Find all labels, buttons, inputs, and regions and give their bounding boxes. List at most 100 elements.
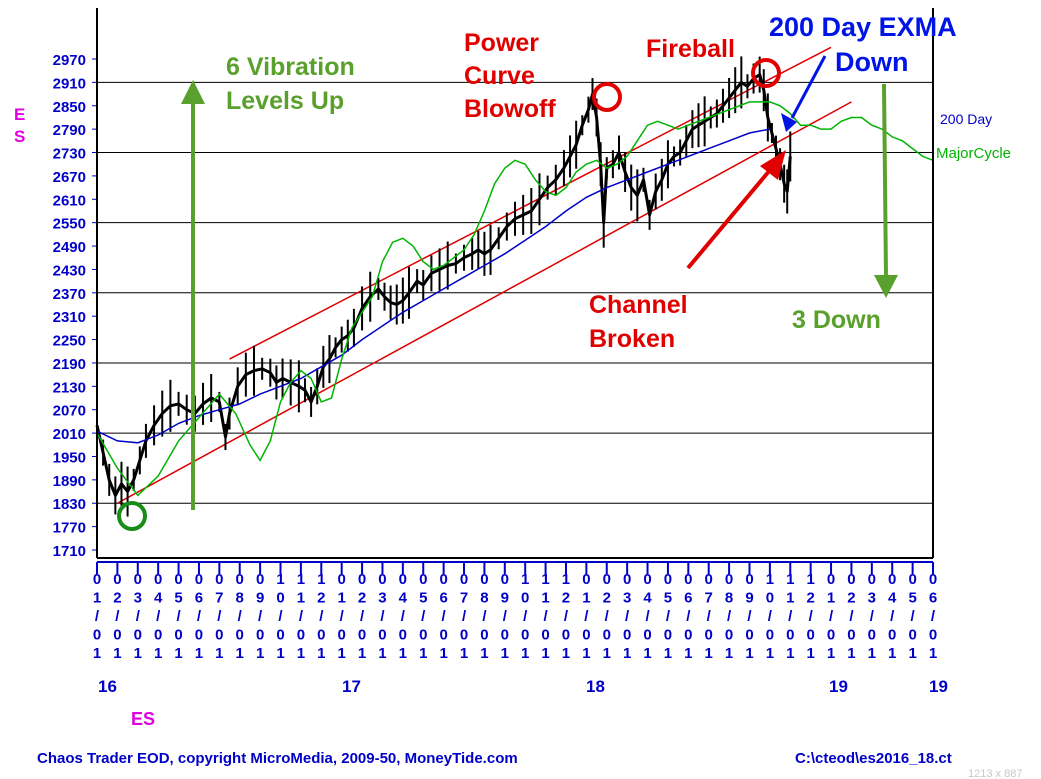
x-tick-label: 1 0/0 1 [766, 571, 774, 662]
y-tick-label: 2190 [53, 356, 86, 373]
x-tick-label: 0 5/0 1 [419, 571, 427, 662]
channel-broken-annotation-line2: Broken [589, 325, 675, 353]
y-tick-label: 1950 [53, 449, 86, 466]
x-tick-label: 0 7/0 1 [705, 571, 713, 662]
three-down-arrow [874, 83, 898, 298]
grid-lines [97, 81, 933, 504]
blowoff-circle-marker [592, 82, 622, 112]
y-tick-label: 2850 [53, 99, 86, 116]
x-tick-label: 0 7/0 1 [460, 571, 468, 662]
y-tick-label: 2610 [53, 192, 86, 209]
x-tick-label: 0 2/0 1 [113, 571, 121, 662]
y-tick-label: 1830 [53, 496, 86, 513]
three-down-annotation: 3 Down [792, 306, 881, 334]
x-tick-label: 1 0/0 1 [276, 571, 284, 662]
x-tick-label: 0 9/0 1 [256, 571, 264, 662]
y-axis: 2970 2910 2850 2790 2730 2670 2610 2550 2490 2430… [53, 52, 97, 560]
x-tick-label: 0 5/0 1 [174, 571, 182, 662]
x-tick-label: 0 6/0 1 [195, 571, 203, 662]
y-tick-label: 2430 [53, 262, 86, 279]
x-tick-label: 0 2/0 1 [847, 571, 855, 662]
majorcycle-label: MajorCycle [936, 145, 1011, 162]
x-tick-label: 0 8/0 1 [725, 571, 733, 662]
x-tick-label: 0 3/0 1 [134, 571, 142, 662]
x-tick-label: 1 1/0 1 [297, 571, 305, 662]
price-channel [117, 46, 852, 504]
x-tick-label: 0 9/0 1 [745, 571, 753, 662]
fireball-annotation: Fireball [646, 35, 735, 63]
power-annotation-line2: Curve [464, 62, 535, 90]
y-tick-label: 2670 [53, 169, 86, 186]
copyright-footer: Chaos Trader EOD, copyright MicroMedia, … [37, 750, 518, 767]
x-tick-label: 0 4/0 1 [643, 571, 652, 662]
x-tick-label: 1 0/0 1 [521, 571, 529, 662]
x-tick-label: 0 6/0 1 [439, 571, 447, 662]
x-tick-label: 0 3/0 1 [868, 571, 876, 662]
exma-arrow [781, 55, 827, 132]
x-tick-label: 1 2/0 1 [806, 571, 814, 662]
year-label: 17 [342, 677, 361, 696]
y-tick-label: 2790 [53, 122, 86, 139]
series [95, 56, 934, 517]
y-tick-label: 2970 [53, 52, 86, 69]
x-tick-label: 1 1/0 1 [786, 571, 794, 662]
channel-lower-line [117, 101, 852, 504]
x-tick-label: 1 2/0 1 [562, 571, 570, 662]
symbol-label: ES [131, 709, 155, 729]
channel-upper-line [229, 46, 832, 360]
x-tick-label: 0 4/0 1 [399, 571, 408, 662]
y-tick-label: 2130 [53, 379, 86, 396]
y-axis-letter-e: E [14, 105, 25, 124]
x-tick-label: 0 1/0 1 [338, 571, 346, 662]
ma200-label: 200 Day [940, 111, 992, 127]
majorcycle-series-line [96, 101, 934, 497]
y-tick-label: 1770 [53, 520, 86, 537]
y-tick-label: 2070 [53, 403, 86, 420]
fireball-circle-marker [751, 58, 781, 88]
x-tick-label: 0 2/0 1 [603, 571, 611, 662]
x-axis: 0 1/0 1 0 2/0 1 0 3/0 1 0 4/0 1 0 5/0 1 0 6/0 1 0 7/0 1 0 8/0 1… [93, 561, 937, 662]
power-annotation-line1: Power [464, 29, 539, 57]
x-tick-label: 0 6/0 1 [929, 571, 937, 662]
x-tick-label: 0 4/0 1 [154, 571, 163, 662]
exma-annotation-line2: Down [835, 47, 909, 77]
y-tick-label: 1890 [53, 473, 86, 490]
bottom-circle-marker [117, 501, 147, 531]
x-tick-label: 0 4/0 1 [888, 571, 897, 662]
x-tick-label: 0 6/0 1 [684, 571, 692, 662]
channel-broken-arrow [686, 150, 786, 270]
x-tick-label: 0 1/0 1 [827, 571, 835, 662]
x-tick-label: 0 5/0 1 [664, 571, 672, 662]
y-tick-label: 2370 [53, 286, 86, 303]
y-tick-label: 2550 [53, 216, 86, 233]
exma-annotation-line1: 200 Day EXMA [769, 12, 957, 42]
file-path-footer: C:\cteod\es2016_18.ct [795, 750, 952, 767]
ma200-series-line [96, 128, 771, 444]
power-annotation-line3: Blowoff [464, 95, 556, 123]
y-tick-label: 1710 [53, 543, 86, 560]
year-label: 19 [929, 677, 948, 696]
x-tick-label: 1 1/0 1 [541, 571, 549, 662]
x-tick-label: 0 3/0 1 [378, 571, 386, 662]
x-tick-label: 0 8/0 1 [480, 571, 488, 662]
y-tick-label: 2910 [53, 75, 86, 92]
x-tick-label: 0 1/0 1 [93, 571, 101, 662]
y-tick-label: 2010 [53, 426, 86, 443]
y-tick-label: 2310 [53, 309, 86, 326]
vibration-arrow [181, 80, 205, 510]
x-tick-label: 0 2/0 1 [358, 571, 366, 662]
x-tick-label: 0 8/0 1 [236, 571, 244, 662]
year-label: 16 [98, 677, 117, 696]
x-tick-label: 0 1/0 1 [582, 571, 590, 662]
y-tick-label: 2250 [53, 333, 86, 350]
image-dims-label: 1213 x 887 [968, 768, 1022, 779]
x-tick-label: 0 9/0 1 [501, 571, 509, 662]
x-tick-label: 1 2/0 1 [317, 571, 325, 662]
vibration-annotation-line1: 6 Vibration [226, 53, 355, 81]
x-tick-label: 0 7/0 1 [215, 571, 223, 662]
vibration-annotation-line2: Levels Up [226, 87, 344, 115]
x-tick-label: 0 3/0 1 [623, 571, 631, 662]
x-tick-label: 0 5/0 1 [908, 571, 916, 662]
year-label: 19 [829, 677, 848, 696]
